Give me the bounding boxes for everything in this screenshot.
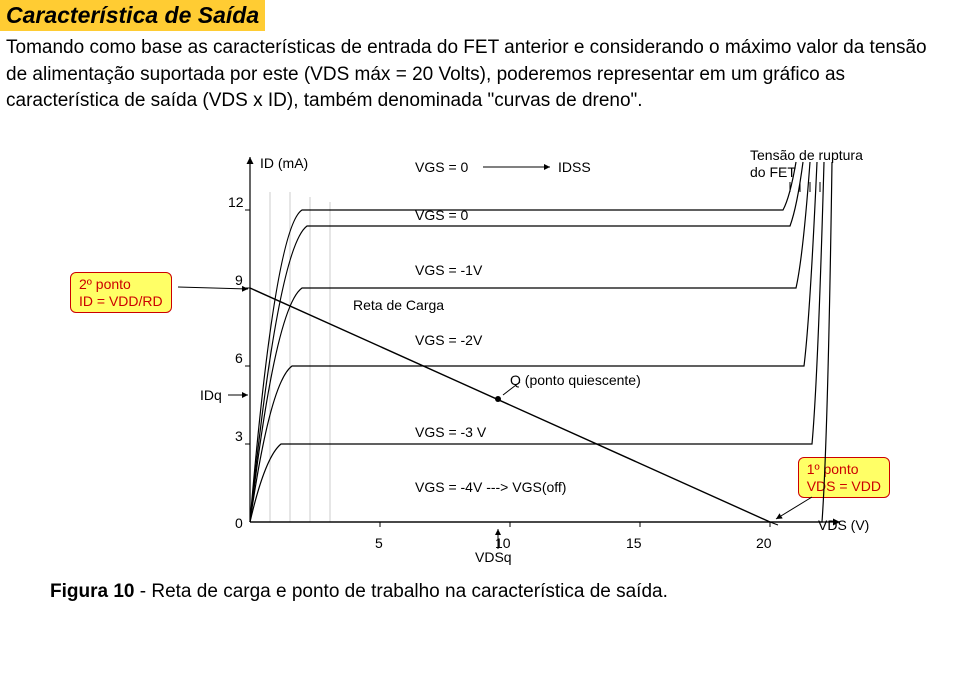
section-title: Característica de Saída	[0, 0, 265, 31]
body-paragraph: Tomando como base as características de …	[0, 31, 952, 115]
figure-caption-text: - Reta de carga e ponto de trabalho na c…	[134, 581, 667, 602]
figure-caption: Figura 10 - Reta de carga e ponto de tra…	[0, 581, 960, 603]
figure-caption-bold: Figura 10	[50, 581, 134, 602]
output-characteristic-figure: 2º ponto ID = VDD/RD 1º ponto VDS = VDD …	[70, 137, 890, 557]
chart-svg	[70, 137, 890, 557]
